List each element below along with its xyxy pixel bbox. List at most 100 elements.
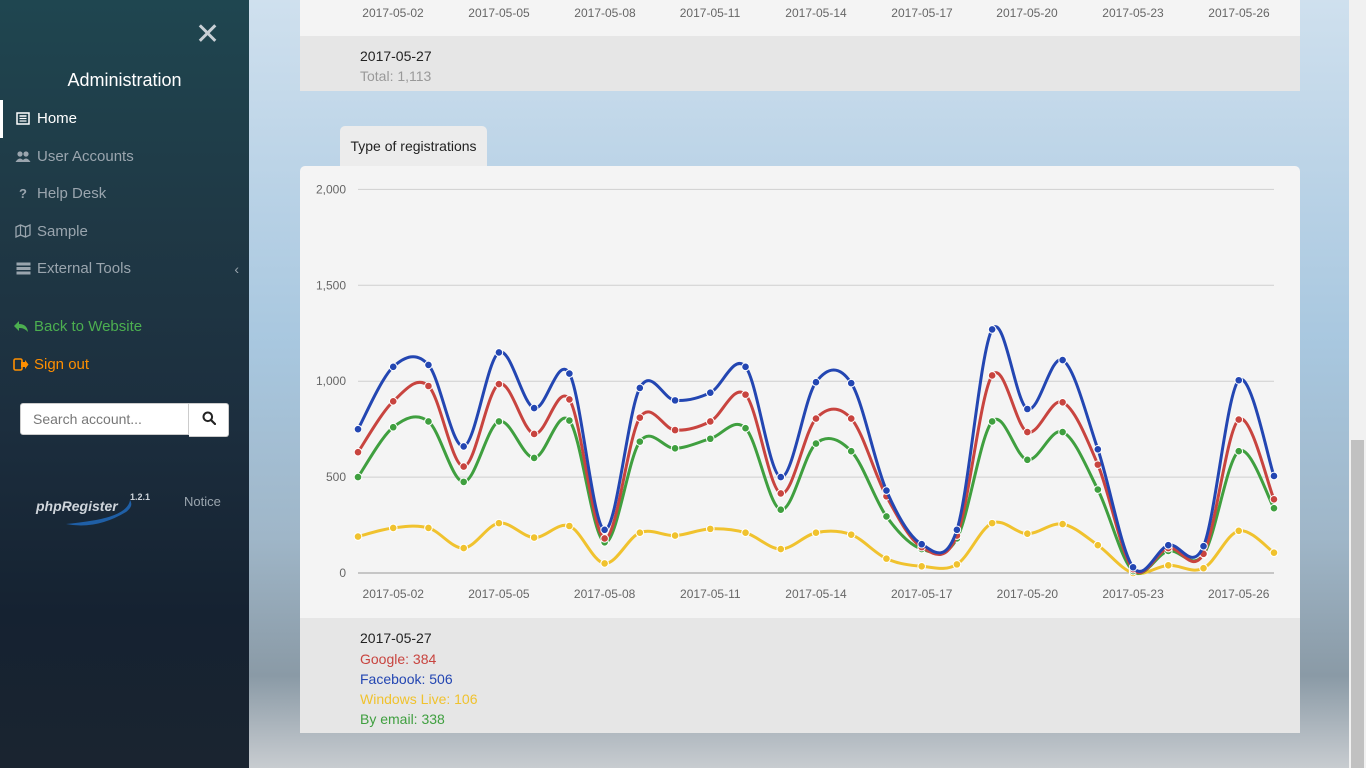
data-point-windows-live xyxy=(494,518,504,528)
data-point-facebook xyxy=(987,325,997,334)
data-point-facebook xyxy=(776,472,786,482)
x-tick-label: 2017-05-08 xyxy=(574,6,636,20)
data-point-facebook xyxy=(846,378,856,388)
data-point-windows-live xyxy=(565,521,574,531)
data-point-facebook xyxy=(600,525,609,535)
sidebar-item-home[interactable]: Home xyxy=(0,100,249,138)
x-tick-label: 2017-05-05 xyxy=(468,587,530,601)
x-tick-label: 2017-05-14 xyxy=(785,587,847,601)
sidebar-nav: Home User Accounts ? Help Desk Sample Ex… xyxy=(0,100,249,288)
data-point-by-email xyxy=(529,453,539,463)
data-point-google xyxy=(565,395,574,404)
logo-text: phpRegister xyxy=(36,498,118,514)
data-point-windows-live xyxy=(1023,529,1032,538)
sidebar-item-label: External Tools xyxy=(37,260,131,278)
x-tick-label: 2017-05-17 xyxy=(891,6,953,20)
x-tick-label: 2017-05-14 xyxy=(785,6,847,20)
data-point-windows-live xyxy=(1163,561,1173,570)
legend-google: Google: 384 xyxy=(360,651,437,667)
x-tick-label: 2017-05-02 xyxy=(362,6,424,20)
x-tick-label: 2017-05-23 xyxy=(1102,587,1164,601)
data-point-windows-live xyxy=(1058,519,1067,529)
data-point-windows-live xyxy=(670,531,680,540)
data-point-google xyxy=(600,534,609,543)
data-point-by-email xyxy=(846,446,856,456)
registrations-line-chart: 0 500 1,000 1,500 2,000 2017-05-02 2017-05-05 2… xyxy=(316,182,1279,601)
data-point-by-email xyxy=(706,434,715,444)
question-icon: ? xyxy=(19,186,27,202)
data-point-windows-live xyxy=(882,554,891,563)
data-point-facebook xyxy=(917,539,926,549)
data-point-google xyxy=(388,397,398,406)
data-point-facebook xyxy=(1163,540,1173,550)
data-point-facebook xyxy=(459,442,468,451)
sidebar-item-label: Home xyxy=(37,110,78,128)
data-point-by-email xyxy=(776,505,786,515)
data-point-facebook xyxy=(529,403,539,413)
data-point-by-email xyxy=(1023,455,1032,465)
data-point-windows-live xyxy=(600,559,609,568)
data-point-windows-live xyxy=(424,523,433,533)
summary-date: 2017-05-27 xyxy=(360,48,432,64)
data-point-google xyxy=(1269,495,1279,504)
sidebar-item-help-desk[interactable]: ? Help Desk xyxy=(0,175,249,213)
data-point-google xyxy=(1234,415,1244,424)
registrations-total-panel: 2017-05-02 2017-05-05 2017-05-08 2017-05… xyxy=(300,0,1300,91)
scrollbar-thumb[interactable] xyxy=(1351,440,1364,768)
data-point-by-email xyxy=(987,417,997,426)
sidebar-title: Administration xyxy=(67,70,182,90)
data-point-facebook xyxy=(811,377,821,387)
x-tick-label: 2017-05-20 xyxy=(996,6,1058,20)
data-point-facebook xyxy=(1128,562,1138,572)
registrations-chart-panel: 0 500 1,000 1,500 2,000 2017-05-02 2017-05-05 2… xyxy=(300,166,1300,618)
x-tick-label: 2017-05-02 xyxy=(363,587,425,601)
sign-out-link[interactable]: Sign out xyxy=(13,356,89,373)
search-account-input[interactable] xyxy=(20,403,189,435)
search-icon xyxy=(202,411,216,430)
logo-wave-icon xyxy=(66,500,132,526)
search-button[interactable] xyxy=(189,403,229,437)
x-tick-label: 2017-05-26 xyxy=(1208,6,1270,20)
data-point-windows-live xyxy=(917,561,926,571)
reply-icon xyxy=(13,319,29,335)
x-tick-label: 2017-05-11 xyxy=(680,587,741,601)
data-point-google xyxy=(1058,397,1067,407)
data-point-by-email xyxy=(882,512,891,521)
sidebar-item-external-tools[interactable]: External Tools ‹ xyxy=(0,250,249,288)
data-point-by-email xyxy=(1093,485,1103,494)
data-point-facebook xyxy=(1058,355,1067,365)
data-point-windows-live xyxy=(1199,563,1208,573)
x-axis-strip: 2017-05-02 2017-05-05 2017-05-08 2017-05… xyxy=(300,0,1300,36)
data-point-windows-live xyxy=(987,518,997,528)
phpregister-logo: phpRegister 1.2.1 xyxy=(36,492,156,536)
x-tick-label: 2017-05-11 xyxy=(679,6,741,20)
back-to-website-link[interactable]: Back to Website xyxy=(13,318,142,335)
data-point-google xyxy=(424,381,433,391)
data-point-by-email xyxy=(811,439,821,448)
tab-type-of-registrations[interactable]: Type of registrations xyxy=(340,126,487,166)
data-point-facebook xyxy=(424,360,433,370)
data-point-facebook xyxy=(494,348,504,357)
data-point-google xyxy=(670,425,680,435)
data-point-windows-live xyxy=(706,524,715,534)
map-icon xyxy=(15,223,31,239)
close-icon[interactable]: ✕ xyxy=(195,18,221,51)
data-point-facebook xyxy=(952,525,962,535)
data-point-by-email xyxy=(1269,503,1279,513)
data-point-windows-live xyxy=(776,544,786,554)
notice-link[interactable]: Notice xyxy=(184,494,221,509)
data-point-windows-live xyxy=(1093,540,1103,550)
data-point-by-email xyxy=(459,477,468,487)
sidebar-item-sample[interactable]: Sample xyxy=(0,213,249,251)
data-point-by-email xyxy=(424,417,433,426)
data-point-windows-live xyxy=(846,530,856,539)
series-line-by-email xyxy=(356,415,1276,575)
data-point-google xyxy=(846,414,856,423)
x-tick-label: 2017-05-17 xyxy=(891,587,953,601)
sidebar-item-user-accounts[interactable]: User Accounts xyxy=(0,138,249,176)
data-point-facebook xyxy=(670,396,680,405)
legend-facebook: Facebook: 506 xyxy=(360,671,453,687)
legend-windows-live: Windows Live: 106 xyxy=(360,691,478,707)
chevron-left-icon: ‹ xyxy=(234,261,239,277)
page-scrollbar[interactable] xyxy=(1349,0,1366,768)
